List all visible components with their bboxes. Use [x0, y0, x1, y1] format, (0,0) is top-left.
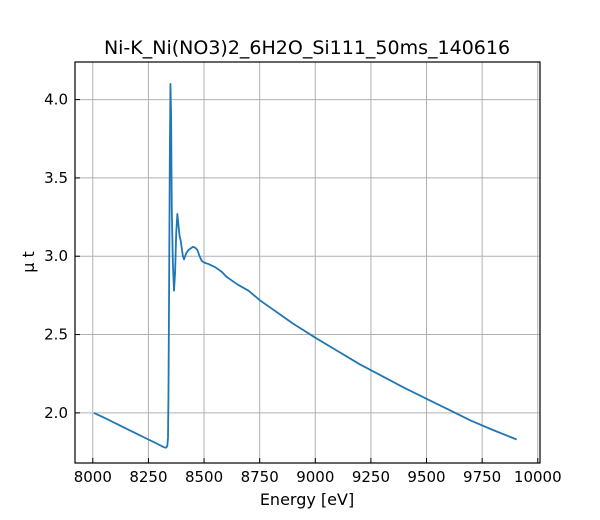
x-tick-label: 8250	[129, 468, 167, 486]
y-axis-label: μ t	[19, 251, 38, 273]
x-tick-label: 8750	[241, 468, 279, 486]
y-tick-label: 3.5	[44, 169, 68, 187]
x-axis-label: Energy [eV]	[260, 490, 354, 509]
x-tick-label: 8500	[185, 468, 223, 486]
y-tick-label: 3.0	[44, 247, 68, 265]
y-axis-ticks: 2.0 2.5 3.0 3.5 4.0	[44, 91, 80, 422]
x-tick-label: 9750	[463, 468, 501, 486]
x-tick-label: 9250	[352, 468, 390, 486]
plot-frame	[74, 61, 541, 464]
chart-title: Ni-K_Ni(NO3)2_6H2O_Si111_50ms_140616	[104, 37, 510, 59]
x-tick-label: 9000	[296, 468, 334, 486]
y-tick-label: 2.0	[44, 404, 68, 422]
y-tick-label: 4.0	[44, 91, 68, 109]
x-axis-ticks: 8000 8250 8500 8750 9000 9250 9500 9750 10000	[74, 458, 562, 486]
series-line	[93, 83, 517, 449]
x-tick-label: 9500	[407, 468, 445, 486]
grid	[75, 62, 540, 463]
series-layer	[93, 83, 517, 449]
x-tick-label: 10000	[514, 468, 562, 486]
x-tick-label: 8000	[74, 468, 112, 486]
y-tick-label: 2.5	[44, 326, 68, 344]
